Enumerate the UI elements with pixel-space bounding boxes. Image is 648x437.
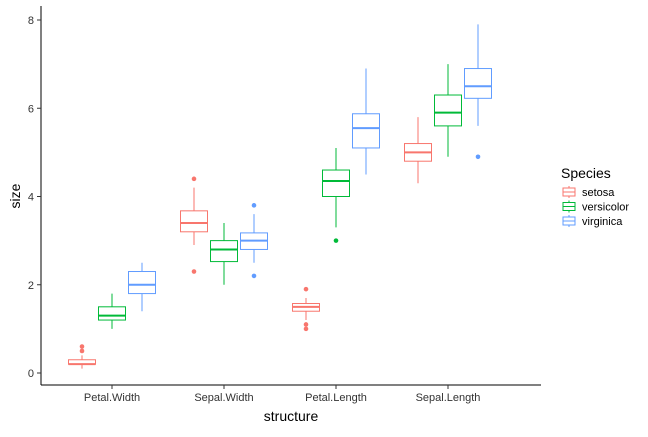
outlier-point xyxy=(303,326,309,332)
y-tick-label: 6 xyxy=(28,103,34,115)
box-iqr xyxy=(352,113,380,149)
box-versicolor-Petal.Length xyxy=(322,147,350,243)
box-iqr xyxy=(128,271,156,295)
outlier-point xyxy=(251,273,257,279)
box-versicolor-Sepal.Width xyxy=(210,222,238,285)
outlier-point xyxy=(303,286,309,292)
outlier-point xyxy=(79,348,85,354)
outlier-point xyxy=(303,322,309,327)
outlier-point xyxy=(191,269,197,274)
box-setosa-Sepal.Width xyxy=(180,176,208,274)
y-axis-title: size xyxy=(7,183,23,208)
legend-label: setosa xyxy=(582,187,615,199)
box-iqr xyxy=(464,68,492,99)
box-virginica-Petal.Width xyxy=(128,262,156,312)
box-iqr xyxy=(210,240,238,263)
x-tick-label: Sepal.Length xyxy=(416,392,481,404)
outlier-point xyxy=(191,176,197,182)
outlier-point xyxy=(475,154,481,160)
legend-item-setosa: setosa xyxy=(562,186,615,199)
y-tick-label: 0 xyxy=(28,368,34,380)
y-tick-label: 4 xyxy=(28,192,34,204)
plot-marks xyxy=(68,24,492,369)
box-iqr xyxy=(322,169,350,197)
legend-title: Species xyxy=(561,165,611,181)
outlier-point xyxy=(79,344,85,349)
box-versicolor-Sepal.Length xyxy=(434,64,462,157)
box-setosa-Petal.Length xyxy=(292,286,320,332)
outlier-point xyxy=(333,238,339,243)
y-axis-ticks: 0 2 4 6 8 xyxy=(28,15,41,380)
box-iqr xyxy=(180,210,208,233)
x-tick-label: Petal.Length xyxy=(305,392,367,404)
box-versicolor-Petal.Width xyxy=(98,293,126,329)
outlier-point xyxy=(251,203,257,208)
box-setosa-Petal.Width xyxy=(68,344,96,369)
legend-item-versicolor: versicolor xyxy=(562,200,629,214)
x-tick-label: Sepal.Width xyxy=(194,392,253,404)
x-axis-ticks: Petal.Width Sepal.Width Petal.Length Sepal.… xyxy=(84,385,481,404)
x-axis-title: structure xyxy=(264,408,319,424)
box-iqr xyxy=(434,94,462,127)
y-tick-label: 2 xyxy=(28,280,34,292)
box-virginica-Sepal.Width xyxy=(240,203,268,279)
box-virginica-Sepal.Length xyxy=(464,24,492,160)
box-iqr xyxy=(98,306,126,321)
box-virginica-Petal.Length xyxy=(352,68,380,175)
x-tick-label: Petal.Width xyxy=(84,392,140,404)
legend-label: virginica xyxy=(582,216,623,228)
legend-item-virginica: virginica xyxy=(562,215,623,228)
y-tick-label: 8 xyxy=(28,15,34,27)
legend-label: versicolor xyxy=(582,202,629,214)
box-setosa-Sepal.Length xyxy=(404,117,432,184)
legend: Species setosa versicolor virginica xyxy=(561,165,629,228)
